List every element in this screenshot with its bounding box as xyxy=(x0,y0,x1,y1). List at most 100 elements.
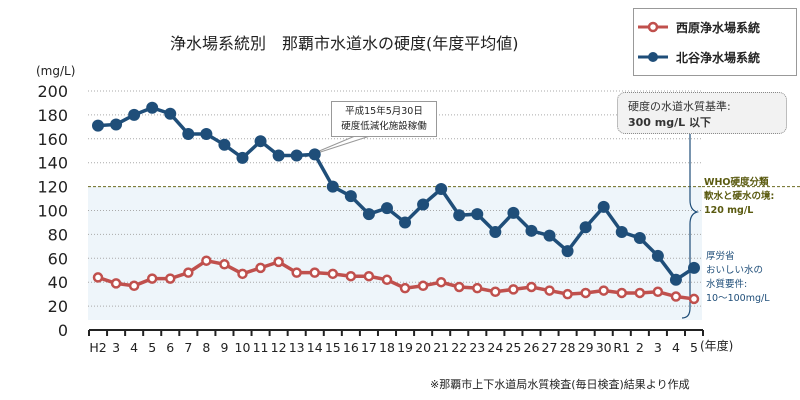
data-point-nishihara xyxy=(164,273,176,284)
x-tick-label: 6 xyxy=(166,340,174,355)
data-point-chatan xyxy=(146,101,159,114)
data-point-chatan xyxy=(669,273,682,286)
data-point-nishihara xyxy=(183,267,194,278)
data-point-nishihara xyxy=(417,280,429,292)
data-point-nishihara xyxy=(309,267,320,278)
x-tick-label: 10 xyxy=(235,340,251,355)
data-point-nishihara xyxy=(544,285,555,296)
data-point-chatan xyxy=(399,216,412,229)
data-point-chatan xyxy=(254,135,267,148)
x-tick-label: 26 xyxy=(524,340,540,355)
data-point-chatan xyxy=(651,249,664,262)
who-line: 軟水と硬水の境: xyxy=(704,191,775,202)
data-point-chatan xyxy=(435,182,448,195)
x-tick-label: 19 xyxy=(397,340,413,355)
data-point-nishihara xyxy=(146,273,158,284)
x-tick-label: 14 xyxy=(307,340,323,355)
x-tick-label: 16 xyxy=(343,340,359,355)
mhlw-annotation: 厚労省 おいしい水の 水質要件: 10～100mg/L xyxy=(706,250,770,306)
data-point-nishihara xyxy=(237,268,248,280)
y-tick-label: 140 xyxy=(37,154,68,173)
data-point-nishihara xyxy=(219,259,230,270)
y-tick-label: 40 xyxy=(48,273,68,292)
data-point-chatan xyxy=(453,209,466,222)
data-point-chatan xyxy=(507,206,520,219)
data-point-nishihara xyxy=(526,281,537,293)
series-line-1 xyxy=(97,105,695,283)
data-point-nishihara xyxy=(670,291,682,302)
callout-line: 平成15年5月30日 xyxy=(345,106,423,117)
legend: 西原浄水場系統 北谷浄水場系統 xyxy=(633,8,797,76)
data-point-nishihara xyxy=(688,293,700,305)
data-point-chatan xyxy=(128,108,141,121)
soft-water-band xyxy=(88,186,702,320)
data-point-chatan xyxy=(218,138,231,151)
y-tick-label: 80 xyxy=(48,225,68,244)
source-note: ※那覇市上下水道局水質検査(毎日検査)結果より作成 xyxy=(430,378,690,391)
data-point-chatan xyxy=(92,119,104,132)
data-point-chatan xyxy=(110,118,123,131)
x-tick-label: 5 xyxy=(148,340,156,355)
legend-item-chatan: 北谷浄水場系統 xyxy=(676,51,761,65)
standard-note: 硬度の水道水質基準: 300 mg/L 以下 xyxy=(617,92,787,134)
data-point-chatan xyxy=(417,198,430,211)
data-point-nishihara xyxy=(562,288,573,300)
data-point-nishihara xyxy=(327,268,339,280)
data-point-nishihara xyxy=(399,282,411,294)
data-point-chatan xyxy=(326,180,339,193)
standard-note-line: 硬度の水道水質基準: xyxy=(628,100,731,113)
data-point-chatan xyxy=(344,190,357,203)
x-tick-label: 23 xyxy=(469,340,485,355)
x-tick-label: H2 xyxy=(89,340,106,355)
x-tick-label: 7 xyxy=(184,340,192,355)
data-point-chatan xyxy=(633,231,646,244)
standard-note-value: 300 mg/L 以下 xyxy=(628,116,711,129)
data-point-nishihara xyxy=(508,284,519,295)
data-point-nishihara xyxy=(128,280,140,292)
y-axis-unit: (mg/L) xyxy=(36,64,76,78)
callout-pointer xyxy=(304,135,371,158)
data-point-nishihara xyxy=(110,278,122,289)
data-point-nishihara xyxy=(345,270,357,282)
mhlw-line: 10～100mg/L xyxy=(706,293,770,304)
y-tick-label: 180 xyxy=(37,106,68,125)
mhlw-line: 厚労省 xyxy=(706,251,735,262)
who-line: 120 mg/L xyxy=(704,205,754,216)
data-point-nishihara xyxy=(472,282,483,294)
data-point-chatan xyxy=(362,208,375,221)
y-tick-label: 0 xyxy=(58,321,68,340)
data-point-nishihara xyxy=(381,274,393,286)
x-tick-label: 21 xyxy=(433,340,449,355)
data-point-chatan xyxy=(471,208,484,221)
x-tick-label: 3 xyxy=(112,340,120,355)
x-tick-label: 22 xyxy=(451,340,467,355)
x-tick-label: 29 xyxy=(578,340,594,355)
y-tick-label: 160 xyxy=(37,130,68,149)
y-tick-label: 60 xyxy=(48,249,68,268)
data-point-chatan xyxy=(164,107,177,120)
x-tick-label: 9 xyxy=(220,340,228,355)
data-point-chatan xyxy=(688,261,700,274)
data-point-chatan xyxy=(543,229,556,242)
x-tick-label: 17 xyxy=(361,340,377,355)
data-point-chatan xyxy=(200,128,213,141)
x-tick-label: 4 xyxy=(130,340,138,355)
data-point-chatan xyxy=(380,202,393,215)
data-point-nishihara xyxy=(92,272,104,283)
data-point-nishihara xyxy=(453,281,465,293)
chart-title: 浄水場系統別 那覇市水道水の硬度(年度平均値) xyxy=(170,34,519,53)
data-point-chatan xyxy=(236,151,249,164)
mhlw-line: おいしい水の xyxy=(706,265,764,276)
callout-annotation: 平成15年5月30日 硬度低減化施設稼働 xyxy=(331,101,437,137)
x-tick-label: 5 xyxy=(690,340,698,355)
data-point-nishihara xyxy=(291,267,302,278)
data-point-nishihara xyxy=(273,256,284,268)
who-line: WHO硬度分類 xyxy=(704,177,769,188)
data-point-nishihara xyxy=(652,286,664,298)
data-point-chatan xyxy=(525,224,538,237)
y-tick-label: 20 xyxy=(48,297,68,316)
data-point-chatan xyxy=(182,128,195,141)
x-axis-unit: (年度) xyxy=(700,339,734,353)
data-point-chatan xyxy=(308,148,321,161)
callout-line: 硬度低減化施設稼働 xyxy=(341,121,427,132)
